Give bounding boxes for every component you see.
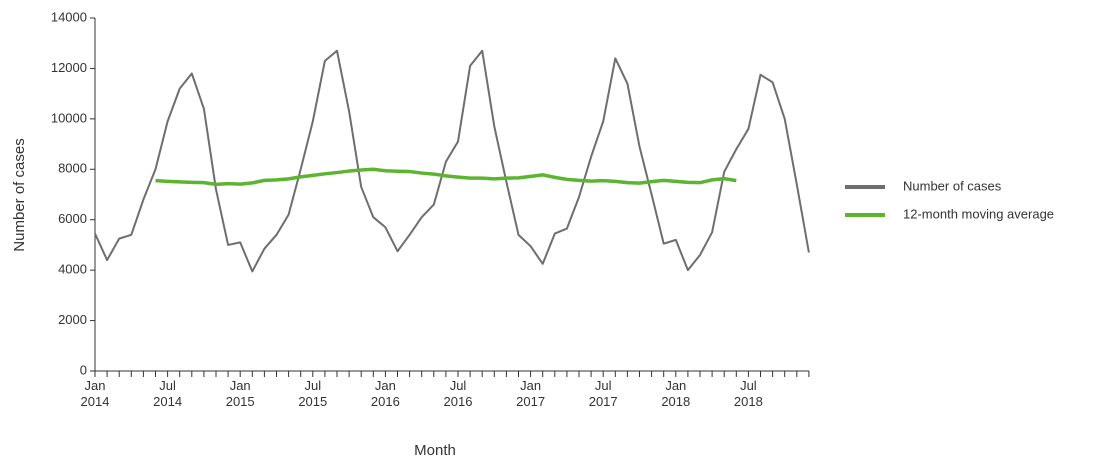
y-tick-label: 12000 <box>51 60 87 75</box>
x-tick-label: Jan 2017 <box>516 378 546 409</box>
x-tick-label: Jan 2018 <box>661 378 691 409</box>
y-tick-label: 10000 <box>51 110 87 125</box>
series-line <box>94 49 810 273</box>
y-tick-label: 0 <box>80 362 87 377</box>
y-tick-label: 14000 <box>51 9 87 24</box>
x-tick-label: Jul 2016 <box>443 378 473 409</box>
x-tick-label: Jan 2015 <box>225 378 255 409</box>
series-line <box>155 167 737 187</box>
y-tick-label: 2000 <box>58 312 87 327</box>
x-tick-label: Jul 2014 <box>153 378 183 409</box>
x-axis-label: Month <box>414 442 456 459</box>
x-tick-label: Jan 2016 <box>370 378 400 409</box>
y-tick-label: 8000 <box>58 161 87 176</box>
x-tick-label: Jul 2018 <box>733 378 763 409</box>
x-tick-label: Jul 2017 <box>588 378 618 409</box>
y-tick-label: 6000 <box>58 211 87 226</box>
y-tick-label: 4000 <box>58 262 87 277</box>
legend-label: Number of cases <box>903 178 1002 193</box>
x-tick-label: Jul 2015 <box>298 378 328 409</box>
legend-label: 12-month moving average <box>903 206 1054 221</box>
y-axis-label: Number of cases <box>11 138 28 251</box>
x-tick-label: Jan 2014 <box>80 378 110 409</box>
